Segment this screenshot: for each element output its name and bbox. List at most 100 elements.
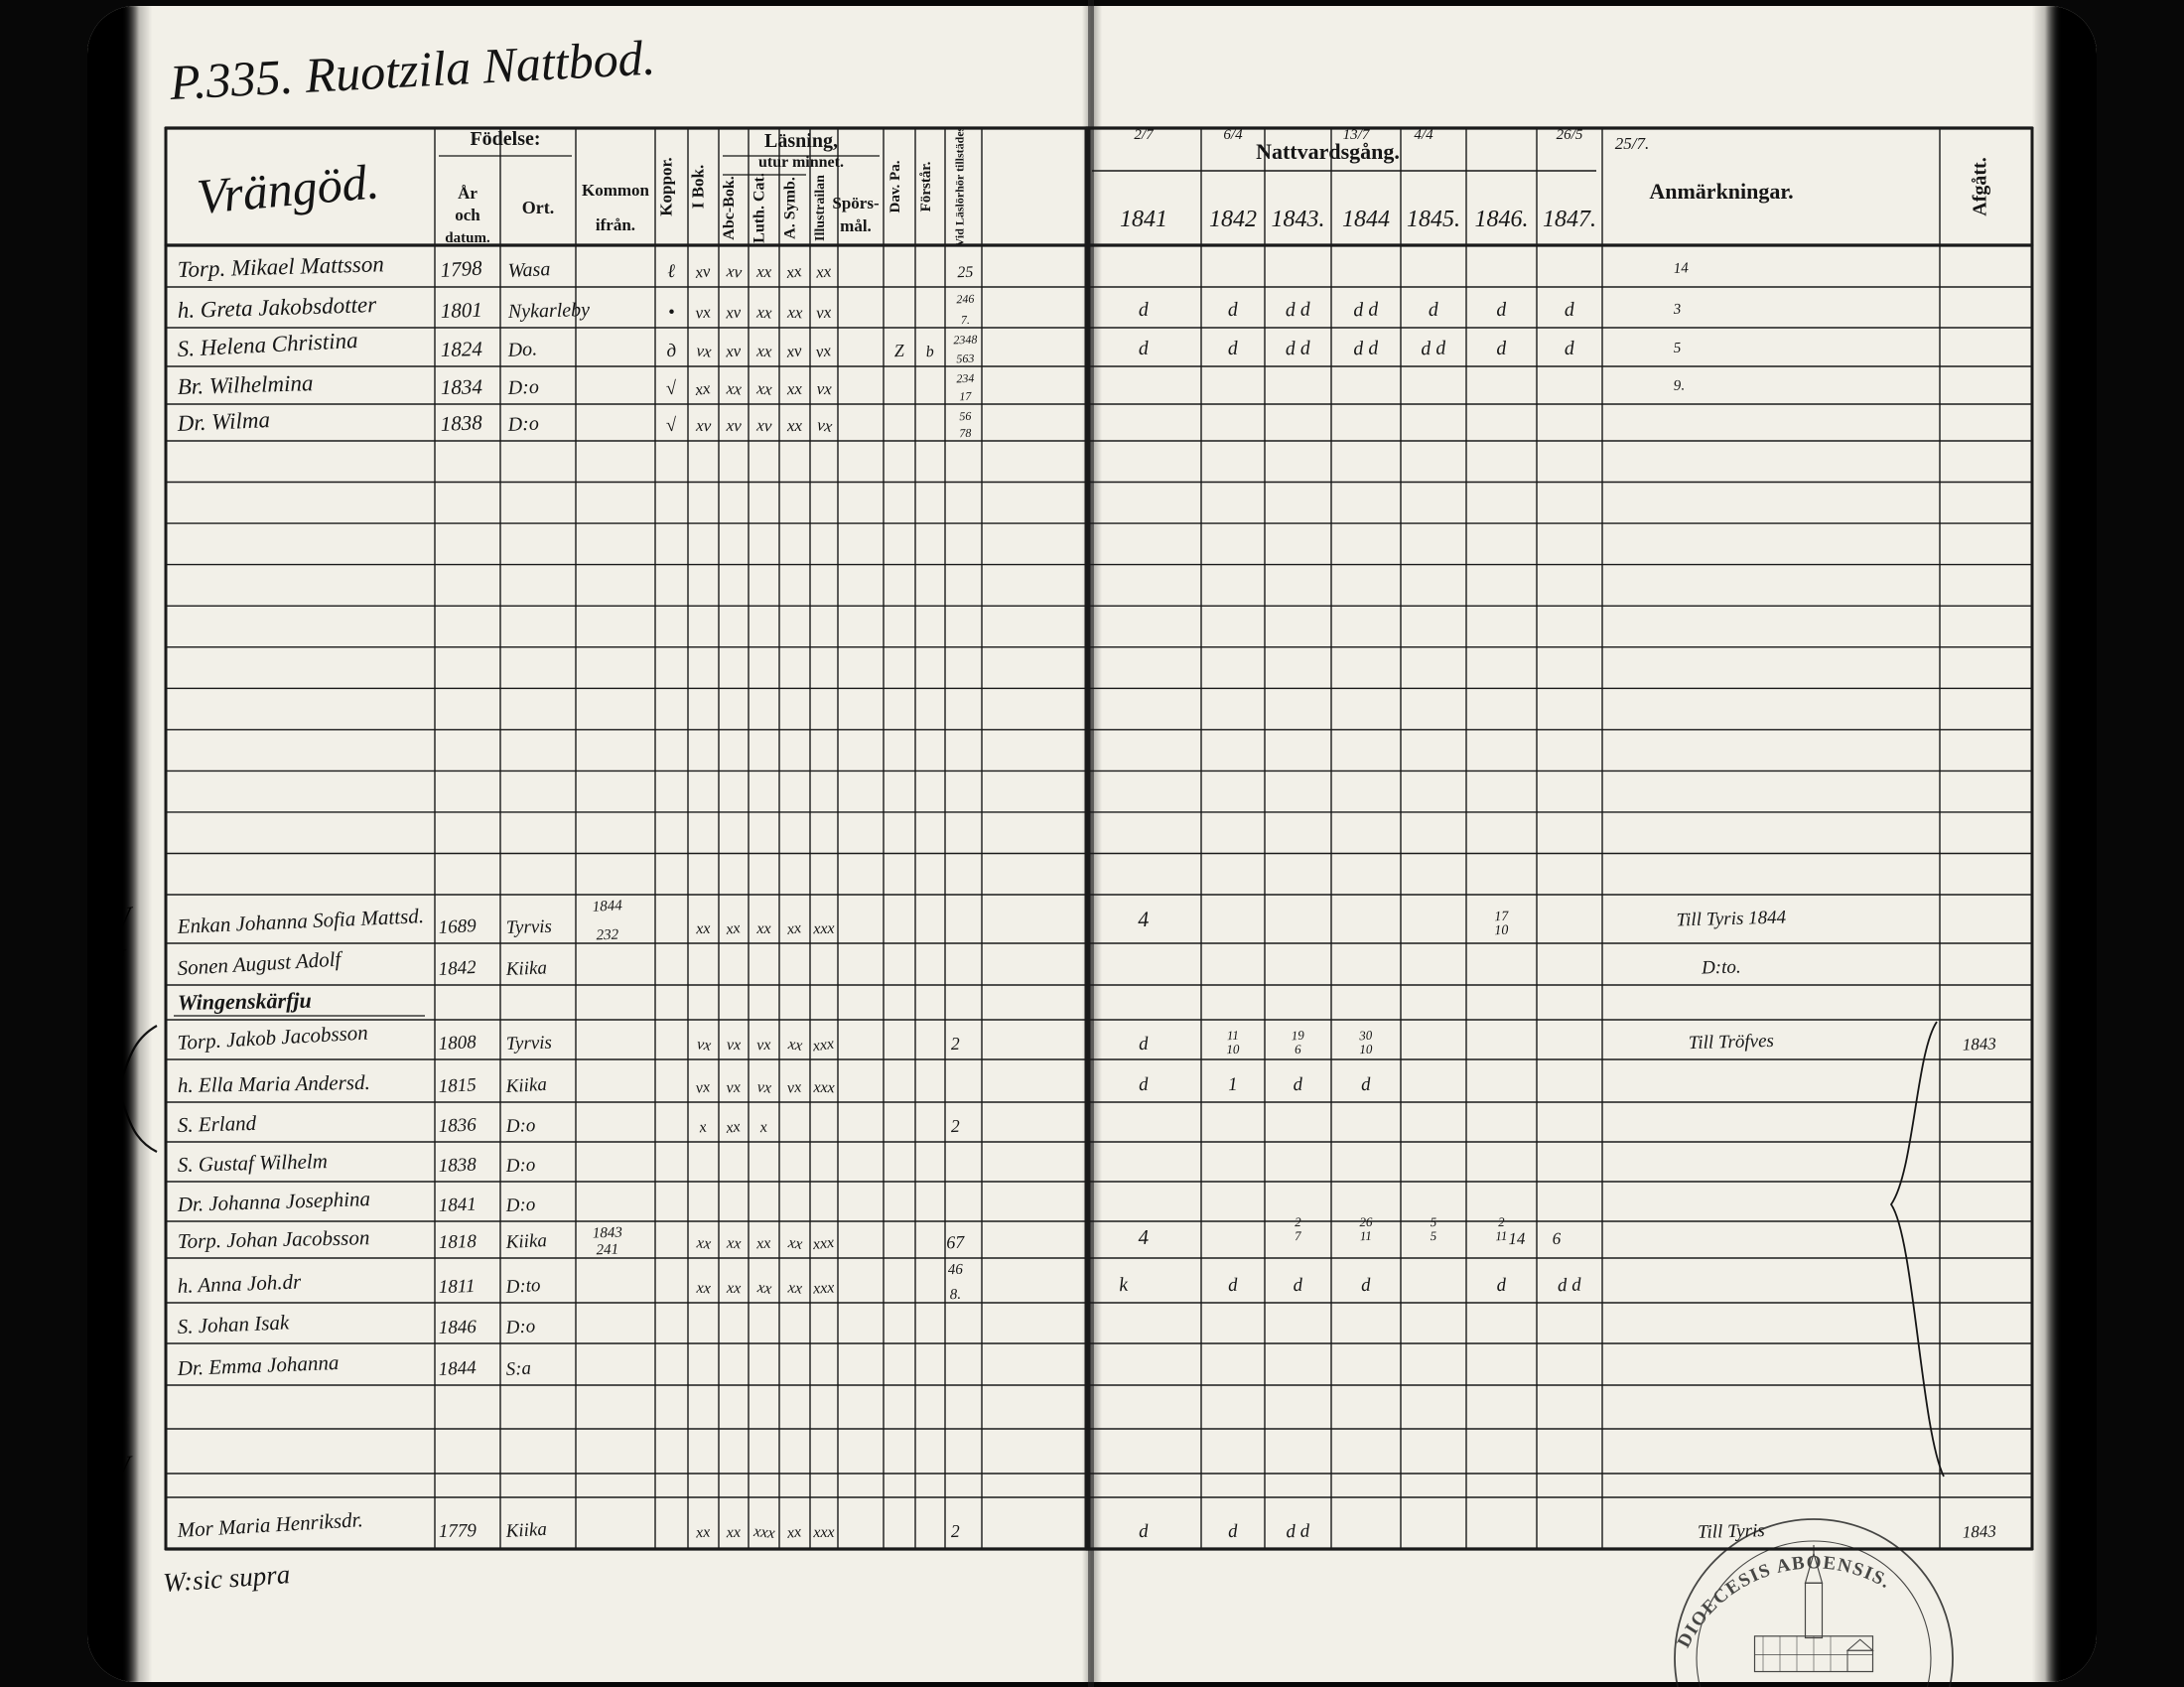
svg-text:1811: 1811 (439, 1276, 476, 1298)
svg-text:xx: xx (786, 303, 804, 323)
svg-text:d: d (1228, 1275, 1239, 1296)
svg-text:11: 11 (1359, 1228, 1372, 1244)
svg-text:D:o: D:o (504, 1155, 535, 1177)
svg-text:d: d (1428, 299, 1439, 321)
svg-text:vx: vx (695, 1078, 711, 1096)
svg-text:7: 7 (1295, 1228, 1301, 1243)
svg-text:vx: vx (695, 302, 712, 322)
svg-text:1834: 1834 (441, 374, 483, 399)
svg-text:d d: d d (1353, 299, 1380, 322)
svg-text:Dav. Pa.: Dav. Pa. (887, 160, 903, 212)
svg-text:År: År (458, 184, 478, 203)
svg-text:1843: 1843 (1962, 1521, 1996, 1541)
svg-text:d: d (1293, 1074, 1303, 1095)
svg-text:Tyrvis: Tyrvis (506, 1033, 553, 1054)
svg-text:Wingenskärfju: Wingenskärfju (178, 988, 312, 1015)
svg-text:1846.: 1846. (1475, 207, 1529, 232)
svg-text:ℓ: ℓ (667, 261, 676, 282)
svg-text:Do.: Do. (506, 338, 538, 361)
svg-text:xx: xx (814, 261, 832, 281)
svg-text:xx: xx (786, 1279, 803, 1297)
svg-text:1844: 1844 (1342, 207, 1390, 232)
svg-text:Wasa: Wasa (507, 258, 551, 282)
svg-text:vx: vx (727, 1037, 742, 1054)
svg-text:1779: 1779 (439, 1520, 478, 1542)
svg-text:246: 246 (956, 292, 974, 307)
svg-text:D:o: D:o (504, 1316, 536, 1338)
svg-text:d d: d d (1286, 1521, 1310, 1543)
svg-text:1836: 1836 (438, 1114, 477, 1137)
svg-text:xxx: xxx (811, 1036, 835, 1055)
svg-text:d: d (1138, 338, 1150, 359)
svg-text:b: b (925, 344, 934, 360)
svg-text:vx: vx (815, 341, 833, 361)
svg-text:9.: 9. (1673, 377, 1685, 394)
svg-text:1: 1 (1228, 1074, 1238, 1095)
svg-text:5: 5 (1430, 1228, 1436, 1243)
svg-text:1798: 1798 (440, 255, 483, 281)
svg-text:vx: vx (756, 1037, 771, 1054)
svg-text:D:o: D:o (504, 1115, 535, 1137)
svg-text:241: 241 (596, 1242, 618, 1259)
svg-text:1841: 1841 (438, 1195, 477, 1216)
svg-text:10: 10 (1226, 1042, 1240, 1056)
svg-text:xv: xv (784, 341, 802, 361)
svg-text:1838: 1838 (440, 410, 482, 436)
svg-text:vx: vx (726, 1079, 741, 1097)
svg-text:xv: xv (693, 261, 712, 282)
svg-text:Tyrvis: Tyrvis (506, 916, 553, 938)
svg-text:D:o: D:o (506, 412, 539, 436)
svg-text:1844: 1844 (592, 898, 622, 915)
svg-text:xv: xv (695, 416, 712, 436)
svg-text:xxx: xxx (812, 1279, 835, 1297)
svg-text:6: 6 (1553, 1229, 1562, 1248)
svg-text:d: d (1227, 299, 1239, 321)
svg-text:√: √ (666, 415, 678, 436)
svg-text:1846: 1846 (439, 1317, 478, 1338)
svg-text:Kiika: Kiika (504, 957, 547, 980)
svg-text:xx: xx (785, 1523, 802, 1542)
svg-text:7.: 7. (961, 313, 970, 327)
svg-text:d: d (1564, 299, 1575, 321)
svg-text:D:to.: D:to. (1701, 956, 1741, 978)
svg-text:Till Tröfves: Till Tröfves (1689, 1031, 1775, 1054)
svg-text:xx: xx (784, 261, 803, 282)
svg-text:D:o: D:o (506, 376, 539, 399)
svg-text:S. Gustaf Wilhelm: S. Gustaf Wilhelm (178, 1149, 329, 1177)
svg-text:4: 4 (1138, 907, 1150, 931)
svg-text:Kommon: Kommon (582, 181, 650, 200)
svg-text:14: 14 (1673, 260, 1689, 277)
svg-text:2: 2 (950, 1521, 960, 1541)
svg-text:56: 56 (959, 409, 971, 423)
svg-text:S:a: S:a (505, 1358, 531, 1380)
svg-text:vx: vx (816, 415, 834, 436)
svg-text:Afgått.: Afgått. (1970, 157, 1991, 215)
svg-text:vx: vx (816, 379, 832, 399)
svg-text:Dr. Wilma: Dr. Wilma (176, 407, 270, 436)
svg-text:xxx: xxx (751, 1523, 775, 1542)
svg-text:d: d (1138, 299, 1150, 321)
svg-text:√: √ (665, 378, 677, 400)
svg-text:ifrån.: ifrån. (596, 215, 635, 234)
svg-text:xx: xx (755, 302, 773, 322)
svg-text:h. Anna Joh.dr: h. Anna Joh.dr (177, 1269, 302, 1298)
svg-text:D:to: D:to (504, 1275, 541, 1298)
svg-text:1815: 1815 (438, 1074, 477, 1097)
svg-text:Luth. Cat.: Luth. Cat. (751, 173, 768, 243)
svg-text:Kiika: Kiika (504, 1519, 547, 1542)
svg-text:5: 5 (1673, 341, 1682, 356)
svg-text:d: d (1227, 338, 1239, 359)
svg-text:xx: xx (786, 416, 803, 435)
svg-text:1689: 1689 (438, 915, 478, 938)
svg-text:xx: xx (695, 1280, 711, 1298)
svg-text:d d: d d (1285, 338, 1311, 360)
svg-text:6: 6 (1295, 1042, 1302, 1056)
svg-text:1824: 1824 (441, 337, 483, 361)
svg-text:2: 2 (950, 1116, 960, 1136)
svg-text:8.: 8. (949, 1287, 961, 1303)
svg-text:19: 19 (1291, 1028, 1304, 1044)
svg-text:xx: xx (726, 1280, 742, 1298)
svg-text:10: 10 (1494, 923, 1509, 938)
svg-text:d: d (1139, 1074, 1150, 1095)
svg-text:д: д (666, 341, 676, 361)
